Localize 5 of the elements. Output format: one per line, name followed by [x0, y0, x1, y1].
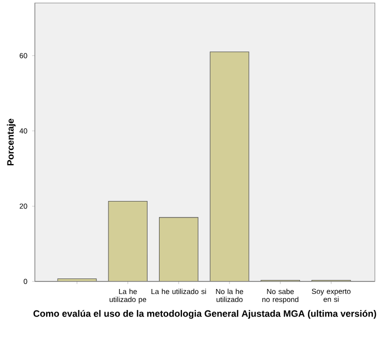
- bar: [210, 52, 250, 282]
- y-axis-title: Porcentaje: [6, 118, 16, 166]
- bar: [108, 200, 148, 282]
- x-axis-title: Como evalúa el uso de la metodologia General Ajustada MGA (ultima versión): [33, 310, 376, 319]
- bar: [159, 217, 198, 282]
